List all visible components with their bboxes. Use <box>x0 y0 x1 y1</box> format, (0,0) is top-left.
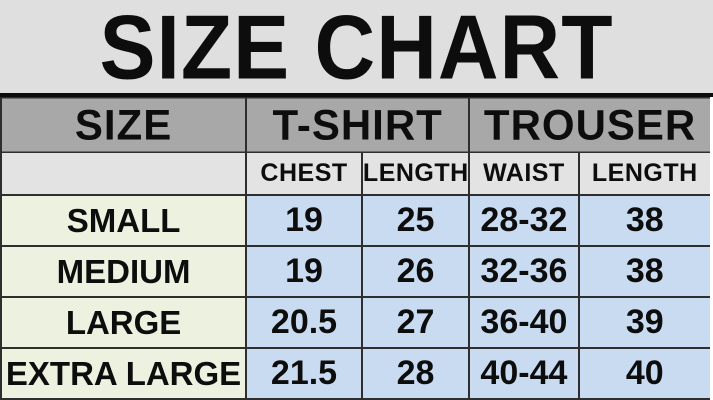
size-chart-table: SIZE T-SHIRT TROUSER CHEST LENGTH WAIST … <box>0 96 713 400</box>
extra-large-tshirt-length-value: 28 <box>360 347 471 400</box>
title-band: SIZE CHART <box>0 0 713 97</box>
group-header-row: SIZE T-SHIRT TROUSER <box>0 96 713 154</box>
subheader-waist: WAIST <box>468 151 580 196</box>
medium-waist-value: 32-36 <box>468 245 580 298</box>
small-tshirt-length-value: 25 <box>360 194 471 247</box>
large-trouser-length-value: 39 <box>577 296 713 349</box>
large-chest-value: 20.5 <box>245 296 363 349</box>
medium-chest-value: 19 <box>245 245 363 298</box>
table-row-small: SMALL 19 25 28-32 38 <box>0 194 713 247</box>
large-waist-value: 36-40 <box>468 296 580 349</box>
small-chest-value: 19 <box>245 194 363 247</box>
subheader-trouser-length: LENGTH <box>577 151 713 196</box>
medium-tshirt-length-value: 26 <box>360 245 471 298</box>
extra-large-waist-value: 40-44 <box>468 347 580 400</box>
size-label-small: SMALL <box>0 194 248 247</box>
medium-trouser-length-value: 38 <box>577 245 713 298</box>
column-group-tshirt: T-SHIRT <box>245 96 471 154</box>
table-row-extra-large: EXTRA LARGE 21.5 28 40-44 40 <box>0 347 713 400</box>
subheader-chest: CHEST <box>245 151 363 196</box>
sub-header-row: CHEST LENGTH WAIST LENGTH <box>0 151 713 196</box>
size-label-extra-large: EXTRA LARGE <box>0 347 248 400</box>
extra-large-trouser-length-value: 40 <box>577 347 713 400</box>
size-label-medium: MEDIUM <box>0 245 248 298</box>
large-tshirt-length-value: 27 <box>360 296 471 349</box>
table-row-large: LARGE 20.5 27 36-40 39 <box>0 296 713 349</box>
extra-large-chest-value: 21.5 <box>245 347 363 400</box>
page-title: SIZE CHART <box>99 0 614 97</box>
small-trouser-length-value: 38 <box>577 194 713 247</box>
column-header-size: SIZE <box>0 96 248 154</box>
small-waist-value: 28-32 <box>468 194 580 247</box>
table-row-medium: MEDIUM 19 26 32-36 38 <box>0 245 713 298</box>
subheader-empty-cell <box>0 151 248 196</box>
size-label-large: LARGE <box>0 296 248 349</box>
column-group-trouser: TROUSER <box>468 96 713 154</box>
subheader-tshirt-length: LENGTH <box>360 151 471 196</box>
